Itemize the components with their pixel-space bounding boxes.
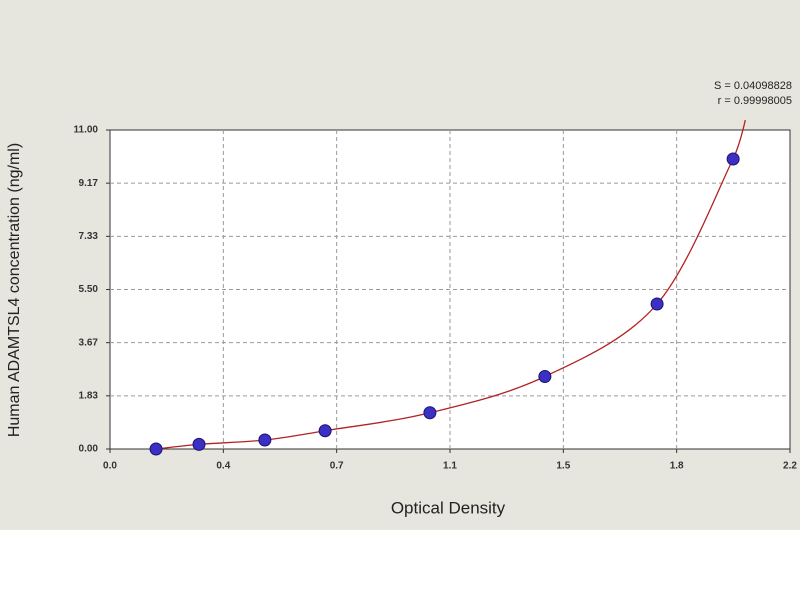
data-point xyxy=(149,442,163,456)
data-point xyxy=(318,424,332,438)
y-tick-label: 0.00 xyxy=(79,444,99,455)
annotation: r = 0.99998005 xyxy=(718,95,792,107)
y-tick-label: 3.67 xyxy=(79,337,99,348)
x-tick-label: 2.2 xyxy=(783,461,797,472)
y-tick-label: 5.50 xyxy=(79,284,99,295)
y-tick-label: 1.83 xyxy=(79,390,99,401)
x-tick-label: 0.7 xyxy=(330,461,344,472)
annotation: S = 0.04098828 xyxy=(714,80,792,92)
x-tick-label: 0.0 xyxy=(103,461,117,472)
x-axis-title: Optical Density xyxy=(391,498,506,517)
data-point xyxy=(192,437,206,451)
x-tick-label: 1.1 xyxy=(443,461,457,472)
x-tick-label: 1.5 xyxy=(556,461,570,472)
x-tick-label: 0.4 xyxy=(216,461,230,472)
x-tick-label: 1.8 xyxy=(670,461,684,472)
y-tick-label: 7.33 xyxy=(79,231,99,242)
data-point xyxy=(258,433,272,447)
y-axis-title: Human ADAMTSL4 concentration (ng/ml) xyxy=(6,143,23,437)
data-point xyxy=(726,152,740,166)
data-point xyxy=(538,370,552,383)
data-point xyxy=(423,406,437,420)
data-point xyxy=(650,297,664,311)
y-tick-label: 9.17 xyxy=(79,178,99,189)
y-tick-label: 11.00 xyxy=(74,125,99,136)
